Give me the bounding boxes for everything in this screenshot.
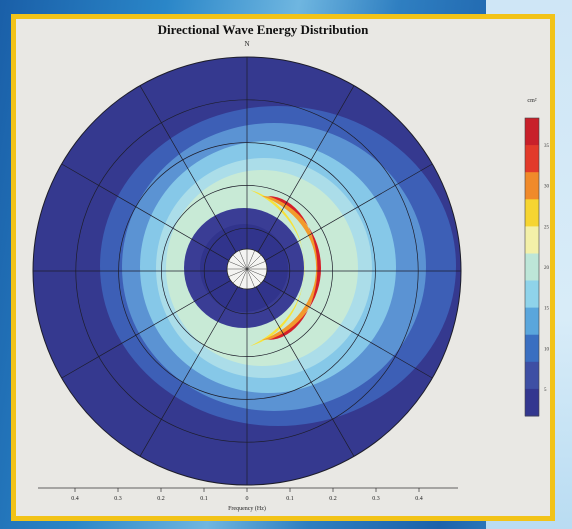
frequency-ticks: 0.4 0.3 0.2 0.1 0 0.1 0.2 0.3 0.4	[71, 488, 423, 502]
colorbar-tick-label: 15	[544, 307, 550, 312]
x-tick-label: 0.2	[329, 496, 337, 502]
colorbar-segment	[525, 388, 539, 417]
x-tick-label: 0.3	[114, 496, 122, 502]
colorbar-segment	[525, 361, 539, 390]
x-axis-label: Frequency (Hz)	[228, 505, 266, 512]
x-tick-label: 0.4	[71, 496, 79, 502]
x-tick-label: 0.1	[200, 496, 208, 502]
hub-spoke	[246, 250, 255, 270]
chart-title: Directional Wave Energy Distribution	[158, 22, 370, 37]
colorbar-tick-label: 25	[544, 225, 550, 230]
x-tick-label: 0.2	[157, 496, 165, 502]
hub-spoke	[232, 254, 248, 270]
grid-spoke	[139, 85, 248, 272]
x-tick-label: 0.1	[286, 496, 294, 502]
colorbar-unit: cm²	[527, 98, 536, 104]
colorbar-tick-label: 10	[544, 347, 550, 352]
colorbar-segment	[525, 253, 539, 282]
colorbar-tick-label: 30	[544, 185, 550, 190]
colorbar	[524, 117, 540, 417]
hub-spoke	[228, 261, 248, 270]
hub-spokes	[227, 249, 267, 289]
grid-spoke	[139, 270, 248, 457]
grid-spoke	[61, 270, 248, 379]
hub-spoke	[239, 268, 248, 288]
x-tick-label: 0.4	[415, 496, 423, 502]
colorbar-segment	[525, 226, 539, 254]
colorbar-segment	[525, 280, 539, 309]
colorbar-segment	[525, 145, 539, 173]
x-tick-label: 0	[246, 496, 249, 502]
colorbar-segment	[525, 199, 539, 227]
colorbar-segment	[525, 307, 539, 336]
hub-spoke	[239, 250, 248, 270]
grid-spoke	[246, 85, 355, 272]
grid-spoke	[246, 163, 433, 272]
colorbar-ticks: 35 30 25 20 15 10 5	[544, 144, 550, 393]
grid-spoke	[61, 163, 248, 272]
hub-spoke	[228, 268, 248, 277]
colorbar-segment	[525, 172, 539, 200]
colorbar-tick-label: 5	[544, 388, 547, 393]
colorbar-tick-label: 35	[544, 144, 550, 149]
north-label: N	[244, 40, 249, 48]
hub-spoke	[246, 268, 266, 277]
colorbar-segment	[525, 334, 539, 363]
grid-spoke	[246, 270, 433, 379]
grid-spoke	[246, 270, 355, 457]
colorbar-outline	[524, 117, 540, 417]
hub-spoke	[232, 268, 248, 284]
x-tick-label: 0.3	[372, 496, 380, 502]
hub-spoke	[246, 268, 262, 284]
hub-spoke	[246, 268, 255, 288]
polar-grid	[32, 56, 462, 486]
colorbar-segment	[525, 118, 539, 146]
energy-contours	[100, 106, 456, 426]
hub-spoke	[246, 261, 266, 270]
hub-spoke	[246, 254, 262, 270]
colorbar-tick-label: 20	[544, 266, 550, 271]
